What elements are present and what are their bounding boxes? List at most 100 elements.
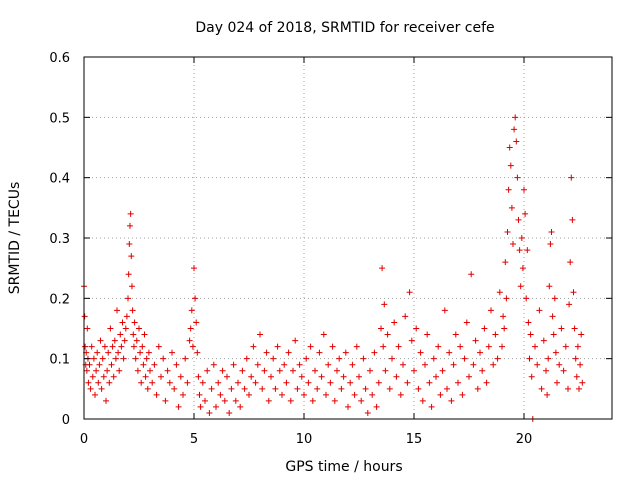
- data-point: [84, 325, 91, 332]
- data-point: [384, 331, 391, 338]
- data-point: [257, 331, 263, 338]
- data-point: [169, 349, 175, 356]
- data-point: [226, 409, 233, 416]
- data-point: [151, 361, 158, 368]
- data-point: [474, 385, 481, 392]
- data-point: [517, 283, 524, 290]
- data-point: [549, 313, 556, 320]
- data-point: [189, 343, 196, 350]
- x-axis-label: GPS time / hours: [285, 459, 402, 475]
- data-point: [158, 373, 164, 380]
- data-point: [457, 343, 464, 350]
- data-point: [502, 259, 509, 266]
- data-point: [171, 385, 178, 392]
- data-point: [528, 373, 535, 380]
- data-point: [298, 373, 305, 380]
- data-point: [149, 379, 156, 386]
- data-point: [566, 301, 573, 308]
- data-point: [452, 331, 459, 338]
- data-point: [516, 247, 523, 254]
- data-point: [139, 343, 146, 350]
- data-point: [380, 343, 387, 350]
- data-point: [131, 319, 138, 326]
- data-point: [470, 361, 477, 368]
- data-point: [511, 126, 518, 133]
- data-point: [513, 138, 520, 145]
- data-point: [393, 373, 400, 380]
- data-point: [571, 325, 578, 332]
- data-point: [512, 114, 519, 121]
- data-point: [552, 349, 559, 356]
- data-point: [155, 343, 162, 350]
- data-point: [82, 343, 89, 350]
- data-point: [197, 403, 204, 410]
- data-point: [506, 144, 513, 151]
- data-point: [246, 391, 252, 398]
- data-point: [536, 307, 543, 314]
- data-point: [545, 355, 552, 362]
- data-point: [128, 253, 135, 260]
- data-point: [485, 343, 492, 350]
- data-point: [508, 204, 515, 211]
- data-point: [362, 385, 369, 392]
- data-point: [386, 385, 393, 392]
- data-point: [103, 397, 109, 404]
- x-tick-label: 10: [296, 432, 313, 447]
- data-point: [573, 373, 580, 380]
- data-point: [314, 385, 321, 392]
- data-point: [290, 367, 296, 374]
- data-point: [109, 343, 116, 350]
- data-point: [422, 361, 428, 368]
- y-tick-label: 0.4: [49, 172, 70, 187]
- data-point: [404, 379, 411, 386]
- data-point: [336, 355, 343, 362]
- data-point: [110, 373, 117, 380]
- data-point: [296, 361, 303, 368]
- data-point: [428, 403, 435, 410]
- data-point: [119, 319, 126, 326]
- data-point: [510, 241, 516, 248]
- data-point: [215, 379, 222, 386]
- data-point: [182, 355, 189, 362]
- data-point: [87, 385, 94, 392]
- data-point: [239, 367, 246, 374]
- data-point: [108, 361, 115, 368]
- data-point: [569, 216, 576, 223]
- data-point: [518, 235, 525, 241]
- data-point: [250, 343, 257, 350]
- y-axis-label: SRMTID / TECUs: [7, 182, 23, 295]
- data-point: [219, 367, 226, 374]
- data-point: [450, 361, 457, 368]
- data-point: [389, 355, 395, 362]
- x-tick-label: 20: [516, 432, 533, 447]
- data-point: [439, 367, 446, 374]
- data-point: [551, 295, 558, 302]
- data-point: [402, 313, 409, 320]
- data-point: [515, 216, 522, 223]
- data-point: [254, 361, 261, 368]
- data-point: [132, 355, 139, 362]
- data-point: [562, 343, 569, 350]
- data-point: [375, 379, 382, 386]
- data-point: [560, 367, 567, 374]
- data-point: [481, 325, 488, 332]
- data-point: [356, 373, 362, 380]
- data-point: [138, 379, 145, 386]
- data-point: [261, 367, 268, 374]
- data-point: [191, 265, 197, 272]
- data-point: [400, 361, 406, 368]
- data-point: [504, 228, 511, 235]
- y-tick-label: 0: [62, 413, 70, 428]
- data-point: [459, 391, 466, 398]
- data-point: [548, 228, 555, 235]
- data-point: [268, 373, 274, 380]
- data-point: [294, 385, 301, 392]
- data-point: [125, 271, 132, 278]
- data-point: [406, 289, 413, 296]
- data-point: [98, 385, 105, 392]
- data-point: [177, 373, 184, 380]
- data-point: [382, 367, 389, 374]
- data-point: [184, 379, 191, 386]
- data-point: [543, 367, 549, 374]
- data-point: [116, 367, 123, 374]
